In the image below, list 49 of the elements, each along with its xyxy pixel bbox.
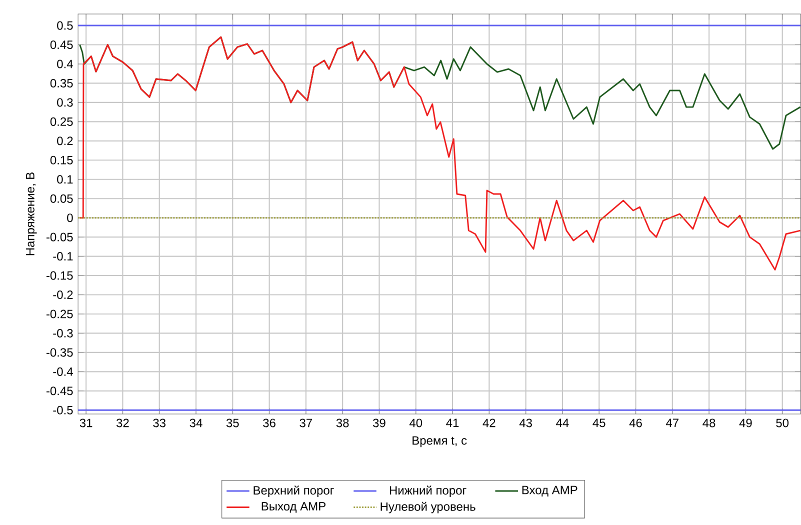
x-tick-label: 36 (263, 418, 276, 428)
y-tick-label: 0.35 (50, 78, 73, 88)
y-tick-label: -0.4 (53, 367, 73, 376)
x-tick-label: 48 (702, 418, 716, 428)
x-tick-label: 32 (116, 418, 129, 428)
x-tick-label: 44 (556, 418, 569, 427)
x-tick-label: 42 (482, 418, 496, 428)
x-tick-label: 38 (336, 418, 349, 428)
y-tick-label: 0.05 (50, 194, 73, 203)
y-tick-label: 0.2 (57, 136, 73, 146)
y-tick-label: 0.4 (57, 60, 73, 68)
x-tick-label: 40 (409, 418, 422, 428)
y-tick-label: 0.1 (57, 175, 73, 184)
x-tick-label: 41 (446, 418, 459, 427)
y-tick-label: -0.2 (53, 290, 73, 300)
x-tick-label: 45 (592, 418, 606, 428)
x-tick-label: 43 (519, 418, 532, 428)
x-tick-label: 47 (666, 418, 678, 427)
legend-label: Вход AMP (522, 486, 578, 497)
x-tick-label: 37 (300, 418, 312, 428)
x-tick-label: 49 (739, 418, 752, 428)
legend-label: Нулевой уровень (380, 502, 476, 514)
y-tick-label: 0.5 (57, 21, 73, 30)
y-axis-title: Напряжение, В (26, 172, 37, 256)
line-series (79, 36, 801, 270)
y-tick-label: -0.5 (53, 406, 73, 414)
x-tick-label: 46 (629, 418, 642, 428)
y-tick-label: -0.3 (53, 328, 73, 338)
legend-label: Выход AMP (262, 502, 326, 513)
y-tick-label: -0.05 (46, 232, 73, 242)
x-tick-label: 39 (373, 418, 386, 428)
x-tick-label: 33 (153, 418, 166, 428)
y-tick-label: -0.45 (46, 386, 73, 396)
x-tick-label: 31 (80, 418, 92, 428)
y-tick-label: 0.3 (57, 98, 73, 107)
y-tick-label: 0.25 (50, 117, 73, 126)
y-tick-label: -0.1 (53, 252, 73, 261)
y-tick-label: 0.15 (50, 156, 73, 164)
y-tick-label: -0.35 (46, 348, 73, 357)
x-tick-label: 50 (776, 418, 789, 428)
y-tick-label: -0.25 (46, 310, 73, 318)
legend-label: Нижний порог (390, 486, 466, 497)
y-tick-label: 0 (67, 214, 73, 222)
legend-label: Верхний порог (254, 486, 334, 497)
x-tick-label: 34 (190, 418, 202, 428)
y-tick-label: -0.15 (46, 271, 73, 280)
y-tick-label: 0.45 (50, 40, 73, 50)
x-axis-title: Время t, с (412, 436, 467, 448)
x-tick-label: 35 (226, 418, 239, 428)
